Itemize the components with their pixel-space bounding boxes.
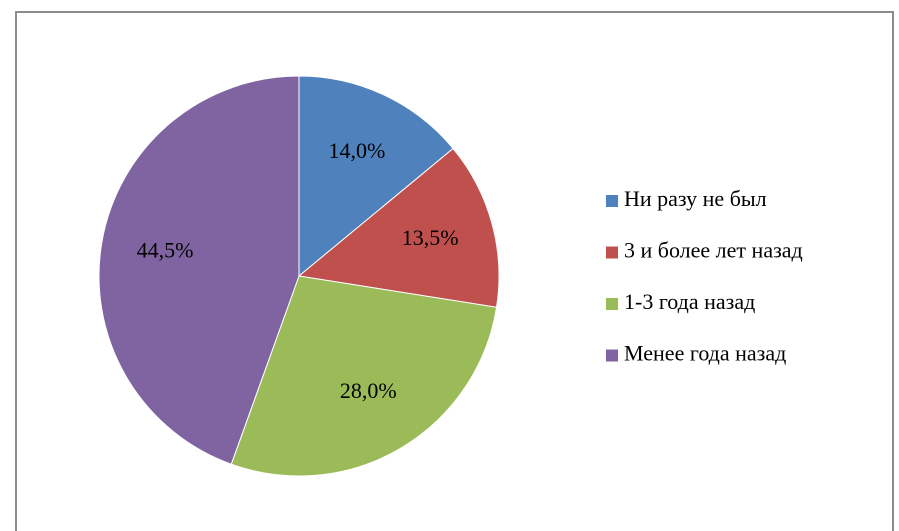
data-label: 14,0% [328, 138, 385, 163]
legend-swatch [606, 195, 618, 207]
legend-label: 3 и более лет назад [624, 238, 803, 263]
data-label: 13,5% [402, 225, 459, 250]
data-label: 28,0% [340, 378, 397, 403]
chart-frame [15, 11, 894, 531]
legend-swatch [606, 246, 618, 259]
pie-slice [298, 75, 454, 278]
pie-slice [230, 275, 498, 477]
data-label: 44,5% [137, 238, 194, 263]
legend-label: 1-3 года назад [624, 289, 755, 314]
legend-swatch [606, 349, 618, 362]
legend-swatch [606, 298, 618, 310]
pie-slice [98, 75, 300, 465]
legend-label: Менее года назад [624, 341, 786, 366]
legend-label: Ни разу не был [624, 186, 767, 211]
pie-slice [297, 147, 500, 308]
